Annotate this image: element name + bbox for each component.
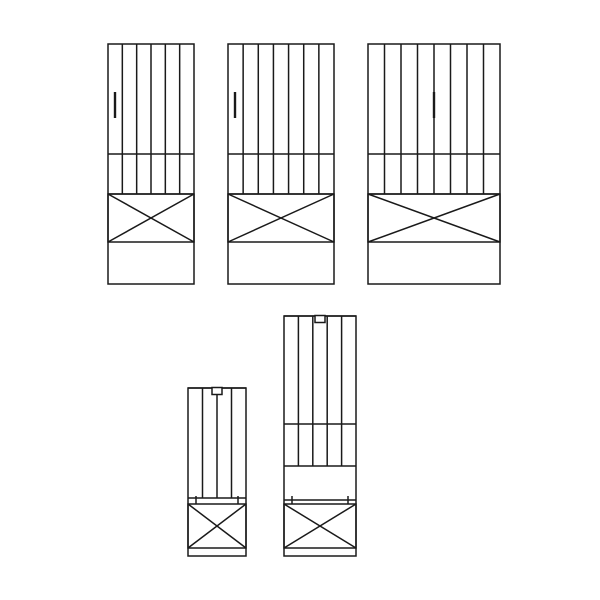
cabinet-top-left: [108, 44, 194, 284]
cabinet-bottom-right: [284, 316, 356, 557]
cabinet-bottom-left: [188, 388, 246, 557]
cabinet-top-mid: [228, 44, 334, 284]
cabinet-top-right: [368, 44, 500, 284]
cabinet-elevations: [0, 0, 600, 600]
